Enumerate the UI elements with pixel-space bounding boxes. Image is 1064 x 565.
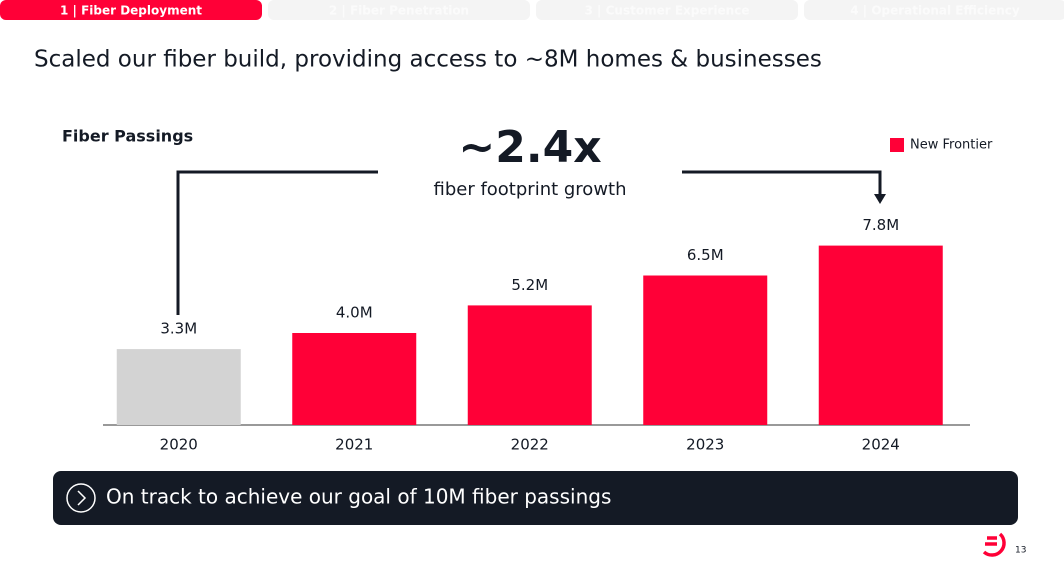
bar — [116, 349, 241, 425]
bracket-left — [176, 170, 378, 315]
x-tick-label: 2022 — [511, 436, 549, 454]
bar — [467, 305, 592, 425]
tab-label: 1 | Fiber Deployment — [60, 4, 202, 18]
tab — [0, 0, 262, 20]
callout-chevron — [77, 490, 87, 506]
bar — [643, 275, 768, 425]
value-label: 3.3M — [160, 320, 197, 338]
bracket-right — [682, 170, 882, 196]
tab — [268, 0, 530, 20]
logo — [982, 532, 1006, 557]
x-tick-label: 2023 — [686, 436, 724, 454]
value-label: 6.5M — [687, 246, 724, 264]
x-tick-label: 2020 — [160, 436, 198, 454]
annotation-headline: ~2.4x — [458, 122, 601, 173]
tab — [804, 0, 1064, 20]
annotation-text: fiber footprint growth — [433, 179, 626, 200]
x-tick-label: 2021 — [335, 436, 373, 454]
value-label: 7.8M — [862, 216, 899, 234]
legend-label: New Frontier — [910, 138, 993, 153]
callout-box — [53, 471, 1018, 525]
arrow-head — [874, 194, 886, 204]
bar — [818, 245, 943, 425]
tab — [536, 0, 798, 20]
slide-title: Scaled our fiber build, providing access… — [34, 47, 822, 73]
value-label: 4.0M — [336, 304, 373, 322]
x-tick-label: 2024 — [862, 436, 900, 454]
bar — [292, 333, 417, 425]
tab-label: 3 | Customer Experience — [585, 4, 750, 18]
tab-label: 4 | Operational Efficiency — [850, 4, 1020, 18]
value-label: 5.2M — [511, 276, 548, 294]
tab-label: 2 | Fiber Penetration — [329, 4, 469, 18]
legend-swatch — [890, 138, 904, 152]
page-number: 13 — [1015, 546, 1026, 556]
chart-title: Fiber Passings — [62, 127, 193, 146]
callout-text: On track to achieve our goal of 10M fibe… — [106, 485, 611, 509]
callout-icon — [66, 483, 96, 513]
